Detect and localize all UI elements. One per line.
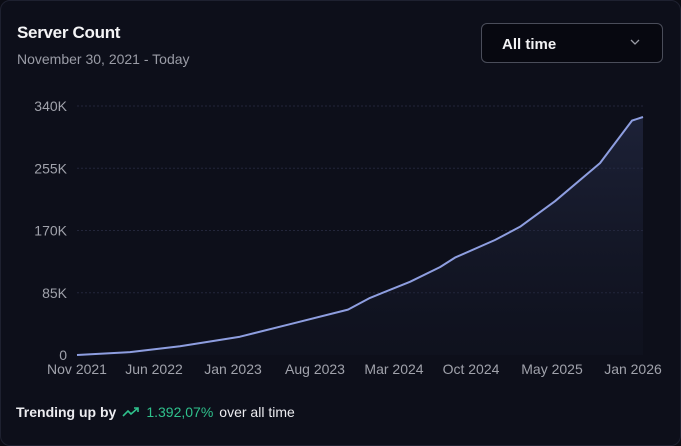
trend-summary: Trending up by 1.392,07% over all time: [16, 404, 295, 420]
trend-suffix: over all time: [219, 404, 295, 420]
y-tick-label: 170K: [34, 223, 67, 239]
trend-percent: 1.392,07%: [146, 404, 214, 420]
card-title: Server Count: [17, 23, 121, 42]
x-tick-label: May 2025: [521, 361, 583, 377]
chart-area-fill: [77, 117, 643, 355]
x-axis: Nov 2021 Jun 2022 Jan 2023 Aug 2023 Mar 2024…: [47, 361, 662, 377]
y-tick-label: 0: [59, 347, 67, 363]
time-range-select[interactable]: All time: [481, 23, 663, 63]
y-tick-label: 255K: [34, 160, 67, 176]
chevron-down-icon: [630, 39, 640, 45]
time-range-selected-value: All time: [502, 36, 557, 53]
chart-line: [76, 116, 644, 356]
y-tick-label: 85K: [42, 285, 68, 301]
x-tick-label: Jan 2023: [204, 361, 262, 377]
trend-prefix: Trending up by: [16, 404, 117, 420]
x-tick-label: Mar 2024: [364, 361, 423, 377]
x-tick-label: Jan 2026: [604, 361, 662, 377]
y-axis: 0 85K 170K 255K 340K: [34, 98, 67, 363]
x-tick-label: Jun 2022: [125, 361, 183, 377]
x-tick-label: Aug 2023: [285, 361, 345, 377]
y-tick-label: 340K: [34, 98, 67, 114]
trending-up-icon: [122, 407, 140, 417]
x-tick-label: Nov 2021: [47, 361, 107, 377]
x-tick-label: Oct 2024: [443, 361, 500, 377]
date-range-subtitle: November 30, 2021 - Today: [17, 51, 190, 67]
